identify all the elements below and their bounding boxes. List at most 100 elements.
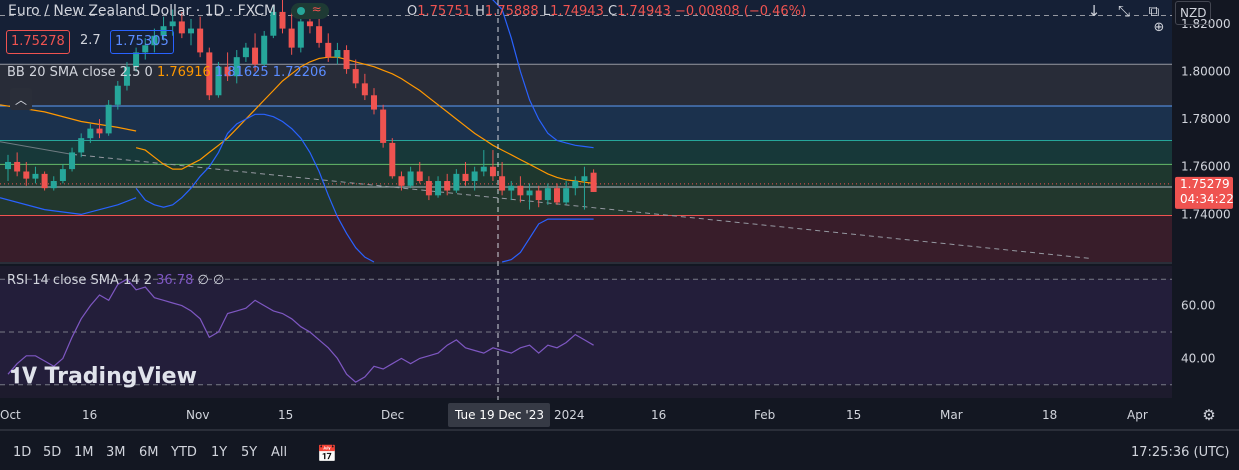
candle-body-39 [361,83,368,96]
tradingview-watermark: 𝟏𝐕 TradingView [10,364,197,389]
screenshot-icon[interactable]: ⧉ [1148,2,1160,20]
time-label-11: Apr [1127,408,1148,422]
trend-line-solid [0,141,73,155]
candle-body-9 [87,128,94,139]
candle-body-25 [233,57,240,77]
collapse-icon[interactable]: ⤡ [1117,2,1130,20]
zone-olive [0,186,1172,216]
candle-body-52 [480,166,487,172]
bb-upper-line [492,0,594,149]
ohlc-close: 1.74943 [617,4,671,19]
candle-body-54 [499,176,506,191]
range-1d-button[interactable]: 1D [13,445,32,460]
time-label-7: Feb [754,408,775,422]
market-status-icon: ≈ [290,2,329,19]
candle-body-2 [23,171,30,179]
candle-body-34 [316,26,323,43]
candle-body-31 [288,28,295,48]
time-axis-bg [0,400,1239,430]
calendar-goto-icon[interactable]: 📅 [317,443,337,463]
currency-button[interactable]: NZD [1175,1,1212,25]
candle-body-60 [554,188,560,203]
candle-body-57 [526,190,533,196]
candle-body-50 [462,173,469,182]
ohlc-c-label: C [607,4,618,19]
candle-body-14 [133,52,140,67]
current-price-label: 1.75279 [1180,177,1230,191]
time-label-6: 16 [651,408,666,422]
candle-body-36 [334,50,341,58]
rsi-legend: RSI 14 close SMA 14 2 36.78 ∅ ∅ [7,273,224,288]
time-label-0: Oct [0,408,21,422]
range-1y-button[interactable]: 1Y [211,445,228,460]
range-5y-button[interactable]: 5Y [241,445,258,460]
rsi-label: RSI 14 close SMA 14 2 [7,273,152,288]
add-plus-icon[interactable]: ⊕ [1153,19,1165,35]
candle-body-38 [352,69,359,84]
candle-body-42 [389,142,396,177]
settings-gear-icon[interactable]: ⚙ [1202,406,1216,424]
candle-body-7 [69,152,76,170]
candle-body-5 [50,181,57,189]
collapse-chevron-up-icon[interactable]: ︿ [10,88,32,110]
range-ytd-button[interactable]: YTD [171,445,197,460]
ohlc-l-label: L [542,4,551,19]
candle-body-32 [297,21,304,48]
candle-body-10 [96,128,103,134]
tradingview-logo-icon: 𝟏𝐕 [10,364,37,389]
candle-body-28 [261,35,268,65]
candle-body-35 [325,42,332,58]
spread-value: 2.7 [80,33,101,48]
candle-body-27 [252,47,259,65]
time-label-8: 15 [846,408,861,422]
candle-body-18 [169,21,176,27]
candle-body-49 [453,173,460,191]
candle-body-24 [224,66,231,77]
zone-red [0,215,1172,262]
zone-green [0,164,1172,187]
bb-lower-line-recent [501,218,594,263]
price-tick-label-4: 1.74000 [1181,207,1231,221]
symbol-legend: Euro / New Zealand Dollar · 1D · FXCM ≈ [8,2,329,19]
arrow-down-icon[interactable]: ↓ [1087,2,1101,20]
ohlc-change: −0.00808 (−0.46%) [674,4,807,19]
bb-legend: BB 20 SMA close 2.5 0 1.76916 1.81625 1.… [7,65,327,80]
range-6m-button[interactable]: 6M [139,445,159,460]
candle-body-13 [123,66,130,86]
candle-body-16 [151,35,158,46]
time-label-4: Dec [381,408,404,422]
candle-body-15 [142,45,149,53]
candle-body-46 [425,181,432,196]
candle-body-56 [517,185,524,196]
time-label-3: 15 [278,408,293,422]
candle-body-3 [32,173,39,179]
candle-body-8 [78,138,85,153]
buy-button[interactable]: 1.75305 [110,30,174,54]
range-3m-button[interactable]: 3M [106,445,126,460]
candle-body-22 [206,52,213,96]
candle-body-30 [279,11,286,29]
candle-body-12 [114,85,121,105]
candle-body-37 [343,50,350,70]
candle-body-19 [178,21,185,34]
candle-body-21 [197,28,204,53]
countdown-label: 04:34:22 [1180,192,1234,206]
clock[interactable]: 17:25:36 (UTC) [1131,445,1230,460]
candle-body-11 [105,104,112,134]
price-tick-label-3: 1.76000 [1181,160,1231,174]
candle-body-20 [188,28,194,34]
ohlc-legend: O1.75751 H1.75888 L1.74943 C1.74943 −0.0… [407,4,806,19]
candle-body-41 [380,109,387,143]
candle-body-44 [407,171,414,186]
candle-body-63 [581,176,588,182]
price-tick-label-0: 1.82000 [1181,17,1231,31]
watermark-text: TradingView [44,364,197,389]
time-label-1: 16 [82,408,97,422]
crosshair-time-tag [448,403,550,427]
sell-button[interactable]: 1.75278 [6,30,70,54]
range-all-button[interactable]: All [271,445,288,460]
range-5d-button[interactable]: 5D [43,445,62,460]
range-1m-button[interactable]: 1M [74,445,94,460]
candle-body-62 [572,181,579,189]
